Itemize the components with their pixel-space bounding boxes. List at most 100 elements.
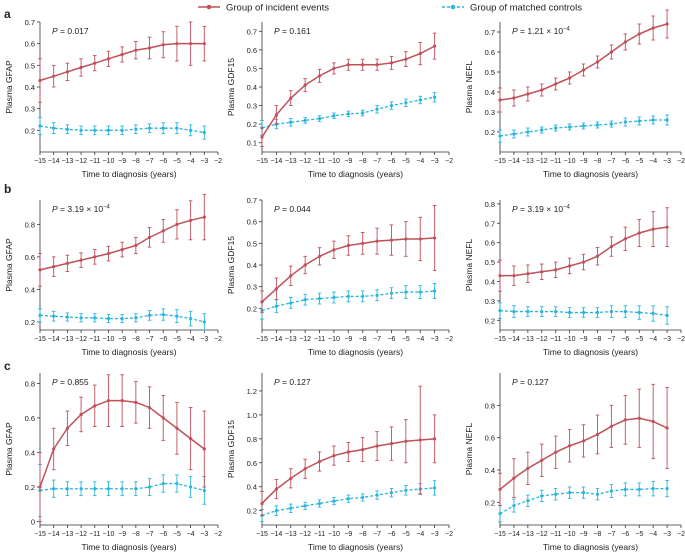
x-tick-label: −2 (445, 531, 453, 538)
y-tick-label: 0.5 (247, 64, 257, 73)
data-point-incident (665, 426, 669, 430)
data-point-control (79, 128, 83, 132)
data-point-incident (665, 225, 669, 229)
p-value-text: = 1.21 × 10 (518, 26, 564, 36)
legend-label-incident: Group of incident events (226, 3, 329, 14)
data-point-incident (332, 248, 336, 252)
x-tick-label: −7 (607, 158, 615, 165)
data-point-control (317, 116, 322, 121)
data-point-control (568, 310, 572, 315)
data-point-control (79, 487, 83, 491)
y-tick-label: 0.2 (485, 316, 495, 325)
x-tick-label: −15 (494, 158, 506, 165)
y-tick-label: 0.4 (25, 285, 35, 294)
panel-a-gfap: 0.2 0.3 0.4 0.5 0.6 0.7 −15 −14 −13 −12 −11 −10 −9 −8… (4, 18, 222, 179)
data-point-incident (433, 437, 437, 441)
data-point-control (554, 492, 558, 496)
data-point-incident (289, 96, 293, 100)
data-point-control (175, 126, 179, 130)
data-point-incident (581, 439, 586, 443)
p-value-exponent: −4 (563, 27, 571, 33)
data-point-incident (554, 82, 558, 86)
y-tick-label: 0.8 (485, 401, 495, 410)
x-tick-label: −4 (649, 158, 657, 165)
data-point-control (274, 509, 278, 513)
x-tick-label: −13 (522, 158, 534, 165)
x-axis-label: Time to diagnosis (years) (81, 169, 176, 179)
data-point-control (389, 491, 394, 495)
x-axis-label: Time to diagnosis (years) (81, 347, 176, 357)
x-tick-label: −11 (89, 158, 100, 165)
y-tick-label: 0.3 (247, 102, 257, 111)
x-tick-label: −13 (285, 336, 297, 343)
data-point-control (289, 506, 293, 510)
x-tick-label: −4 (649, 336, 657, 343)
y-tick-label: 0.2 (485, 128, 495, 137)
data-point-control (346, 497, 350, 501)
y-tick-label: 0.3 (25, 105, 35, 114)
y-tick-label: 0.2 (247, 304, 257, 313)
data-point-control (375, 293, 379, 297)
x-tick-label: −12 (75, 336, 87, 343)
x-tick-label: −11 (550, 336, 561, 343)
data-point-control (609, 309, 613, 314)
data-point-control (189, 128, 193, 132)
data-point-control (202, 130, 206, 135)
data-point-control (52, 487, 56, 491)
series-control (38, 308, 207, 331)
p-value-annotation: P = 1.21 × 10−4 (512, 26, 571, 36)
data-point-incident (623, 40, 627, 44)
x-tick-label: −14 (508, 336, 520, 343)
x-axis-label: Time to diagnosis (years) (308, 347, 403, 357)
x-tick-label: −10 (328, 531, 340, 538)
data-point-control (147, 313, 152, 317)
p-value-annotation: P = 0.855 (52, 377, 89, 387)
y-axis-label: Plasma GDF15 (226, 236, 236, 294)
x-tick-label: −11 (550, 158, 561, 165)
data-point-control (595, 492, 600, 496)
data-point-incident (79, 258, 83, 262)
data-point-incident (317, 254, 322, 258)
x-tick-label: −8 (359, 531, 367, 538)
data-point-incident (175, 222, 179, 226)
data-point-incident (375, 444, 379, 448)
x-tick-label: −8 (132, 158, 140, 165)
data-point-control (332, 499, 336, 503)
data-point-control (161, 126, 165, 130)
x-tick-label: −15 (256, 158, 268, 165)
data-point-incident (581, 260, 586, 264)
x-tick-label: −3 (200, 158, 208, 165)
data-point-control (38, 124, 42, 128)
data-point-incident (147, 46, 152, 50)
data-point-control (581, 124, 586, 128)
y-axis-label: Plasma GFAP (4, 422, 14, 476)
data-point-incident (289, 476, 293, 480)
data-point-incident (65, 70, 69, 74)
series-control (498, 302, 669, 325)
data-point-incident (418, 51, 422, 56)
data-point-incident (134, 243, 138, 248)
y-axis-label: Plasma GDF15 (226, 58, 236, 116)
x-tick-label: −9 (344, 158, 352, 165)
data-point-control (202, 488, 206, 493)
x-tick-label: −5 (402, 531, 410, 538)
y-tick-label: 0.7 (247, 196, 257, 205)
x-tick-label: −5 (635, 336, 643, 343)
data-point-incident (147, 405, 152, 410)
data-point-incident (361, 241, 365, 245)
row-label-b: b (4, 182, 11, 196)
data-point-incident (175, 42, 179, 46)
x-tick-label: −3 (431, 158, 439, 165)
x-tick-label: −13 (61, 531, 73, 538)
p-value-symbol: P (52, 26, 58, 36)
data-point-incident (189, 437, 193, 441)
x-tick-label: −3 (663, 531, 671, 538)
x-tick-label: −12 (299, 531, 311, 538)
x-tick-label: −11 (314, 531, 325, 538)
data-point-control (554, 309, 558, 314)
y-tick-label: 0.6 (485, 434, 495, 443)
x-tick-label: −9 (118, 158, 126, 165)
data-point-control (106, 317, 111, 321)
x-tick-label: −10 (103, 336, 115, 343)
